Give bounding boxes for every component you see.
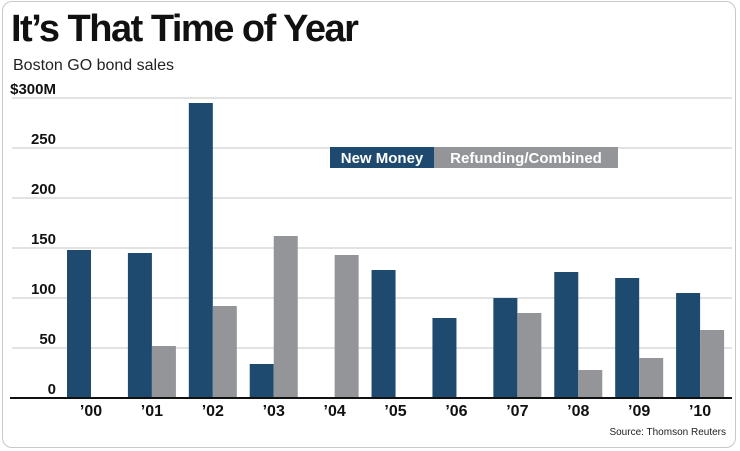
chart-subtitle: Boston GO bond sales [13, 57, 174, 74]
x-tick-label: ’08 [567, 403, 589, 420]
refunding-bar [517, 313, 542, 398]
x-tick-label: ’01 [141, 403, 163, 420]
chart-title: It’s That Time of Year [11, 8, 359, 50]
y-tick-label: 100 [31, 281, 56, 298]
bars [67, 103, 725, 398]
x-tick-label: ’02 [202, 403, 224, 420]
legend-swatch-new-money [330, 147, 434, 168]
new-money-bar [371, 270, 396, 398]
new-money-bar [127, 253, 152, 398]
source-note: Source: Thomson Reuters [609, 427, 726, 438]
y-tick-label: 50 [39, 331, 56, 348]
legend: New Money Refunding/Combined [330, 147, 618, 168]
x-tick-label: ’03 [263, 403, 285, 420]
x-tick-label: ’10 [689, 403, 711, 420]
x-tick-label: ’04 [324, 403, 346, 420]
new-money-bar [67, 250, 91, 398]
legend-label-new-money: New Money [341, 150, 424, 167]
x-tick-label: ’05 [384, 403, 406, 420]
y-tick-label: $300M [10, 81, 56, 98]
refunding-bar [700, 330, 725, 398]
new-money-bar [493, 298, 518, 398]
new-money-bar [554, 272, 579, 398]
y-tick-label: 150 [31, 231, 56, 248]
new-money-bar [432, 318, 457, 398]
y-tick-label: 250 [31, 131, 56, 148]
refunding-bar [151, 346, 176, 398]
y-axis-ticks: 0 50 100 150 200 250 $300M [10, 81, 56, 398]
x-axis-ticks: ’00 ’01 ’02 ’03 ’04 ’05 ’06 ’07 ’08 ’09 ’10 [80, 403, 711, 420]
new-money-bar [249, 364, 274, 398]
refunding-bar [212, 306, 237, 398]
x-tick-label: ’09 [628, 403, 650, 420]
refunding-bar [639, 358, 664, 398]
y-tick-label: 0 [48, 381, 56, 398]
x-tick-label: ’07 [506, 403, 528, 420]
legend-swatch-refunding [434, 147, 618, 168]
new-money-bar [676, 293, 701, 398]
x-tick-label: ’06 [445, 403, 467, 420]
refunding-bar [334, 255, 359, 398]
y-tick-label: 200 [31, 181, 56, 198]
new-money-bar [615, 278, 640, 398]
legend-label-refunding: Refunding/Combined [450, 150, 602, 167]
refunding-bar [578, 370, 603, 398]
refunding-bar [273, 236, 298, 398]
new-money-bar [188, 103, 213, 398]
x-tick-label: ’00 [80, 403, 102, 420]
